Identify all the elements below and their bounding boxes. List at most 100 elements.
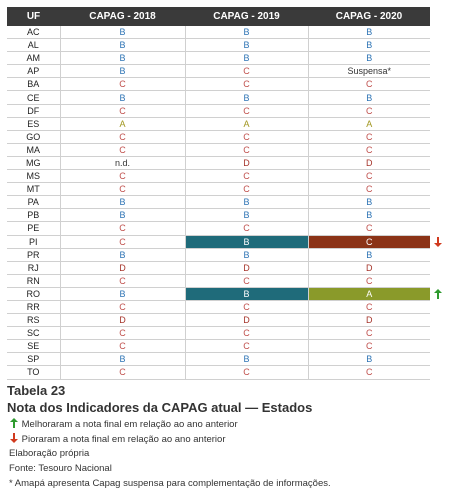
uf-cell: GO — [7, 130, 60, 144]
grade-cell: B — [184, 26, 308, 40]
grade-cell: B — [307, 195, 430, 210]
grade-cell: B — [307, 248, 430, 262]
grade-cell: C — [59, 182, 185, 197]
grade-cell: C — [307, 274, 430, 288]
row: AC B B B — [7, 26, 430, 40]
grade-cell: D — [184, 261, 308, 275]
grade-cell: D — [307, 261, 430, 275]
grade-cell: n.d. — [59, 156, 185, 171]
header-cell: CAPAG - 2018 — [60, 7, 185, 26]
row: PR B B B — [7, 248, 430, 262]
grade-cell: C — [184, 104, 308, 118]
grade-cell: B — [59, 248, 185, 262]
grade-cell: A — [59, 117, 185, 131]
grade-cell: C — [59, 274, 185, 288]
uf-cell: ES — [7, 117, 60, 131]
uf-cell: PB — [7, 208, 60, 223]
legend-text: Melhoraram a nota final em relação ao an… — [21, 419, 238, 430]
grade-cell: C — [59, 300, 185, 315]
header-cell: CAPAG - 2019 — [185, 7, 308, 26]
uf-cell: MS — [7, 169, 60, 184]
grade-cell: C — [307, 221, 430, 236]
grade-cell: C — [307, 77, 430, 92]
row: TO C C C — [7, 365, 430, 380]
grade-cell: C — [307, 169, 430, 184]
grade-cell: C — [184, 300, 308, 315]
grade-cell: C — [184, 77, 308, 92]
row: GO C C C — [7, 130, 430, 144]
grade-cell: C — [307, 143, 430, 157]
row: SP B B B — [7, 352, 430, 367]
grade-cell: A — [184, 117, 308, 131]
uf-cell: RJ — [7, 261, 60, 275]
down-arrow — [10, 433, 18, 443]
grade-cell: B — [184, 51, 308, 66]
grade-cell: C — [184, 274, 308, 288]
grade-cell: C — [184, 365, 308, 380]
uf-cell: AC — [7, 26, 60, 40]
grade-cell: B — [59, 51, 185, 66]
grade-cell: B — [307, 51, 430, 66]
row: SE C C C — [7, 339, 430, 354]
grade-cell: B — [307, 26, 430, 40]
row: DF C C C — [7, 104, 430, 118]
note: * Amapá apresenta Capag suspensa para co… — [9, 478, 331, 489]
row: RO B B A — [7, 287, 430, 301]
uf-cell: RN — [7, 274, 60, 288]
grade-cell: C — [59, 339, 185, 354]
uf-cell: AL — [7, 38, 60, 53]
grade-cell: C — [59, 326, 185, 341]
grade-cell: C — [184, 326, 308, 341]
grade-cell: B — [184, 38, 308, 53]
grade-cell: D — [307, 313, 430, 328]
legend-down: Pioraram a nota final em relação ao ano … — [9, 433, 225, 445]
row: PE C C C — [7, 221, 430, 236]
row: PB B B B — [7, 208, 430, 223]
uf-cell: BA — [7, 77, 60, 92]
grade-cell: C — [184, 64, 308, 79]
uf-cell: RO — [7, 287, 60, 301]
grade-cell: C — [184, 143, 308, 157]
uf-cell: PA — [7, 195, 60, 210]
grade-cell: B — [59, 195, 185, 210]
grade-cell: B — [184, 195, 308, 210]
grade-cell: C — [307, 326, 430, 341]
down-arrow — [433, 235, 443, 247]
uf-cell: TO — [7, 365, 60, 380]
grade-cell: D — [184, 313, 308, 328]
grade-cell: C — [307, 104, 430, 118]
grade-cell: C — [59, 104, 185, 118]
grade-cell: C — [59, 221, 185, 236]
grade-cell: D — [59, 313, 185, 328]
grade-cell: B — [59, 352, 185, 367]
grade-cell: B — [59, 38, 185, 53]
row: SC C C C — [7, 326, 430, 341]
grade-cell: C — [307, 339, 430, 354]
up-arrow — [10, 418, 18, 428]
grade-cell: D — [184, 156, 308, 171]
legend-text: Pioraram a nota final em relação ao ano … — [21, 434, 226, 445]
grade-cell: B — [59, 90, 185, 105]
row: MG n.d. D D — [7, 156, 430, 171]
uf-cell: RS — [7, 313, 60, 328]
row: MS C C C — [7, 169, 430, 184]
grade-cell: C — [59, 365, 185, 380]
row: MT C C C — [7, 182, 430, 197]
uf-cell: RR — [7, 300, 60, 315]
caption-title: Nota dos Indicadores da CAPAG atual — Es… — [7, 400, 313, 415]
grade-cell: C — [307, 235, 430, 249]
grade-cell: C — [184, 339, 308, 354]
uf-cell: AM — [7, 51, 60, 66]
header-cell: CAPAG - 2020 — [308, 7, 430, 26]
grade-cell: C — [307, 182, 430, 197]
grade-cell: A — [307, 117, 430, 131]
uf-cell: SC — [7, 326, 60, 341]
grade-cell: C — [184, 130, 308, 144]
grade-cell: B — [59, 287, 185, 301]
row: RJ D D D — [7, 261, 430, 275]
grade-cell: B — [307, 38, 430, 53]
header-row: UF CAPAG - 2018 CAPAG - 2019 CAPAG - 2020 — [7, 7, 430, 26]
capag-table: UF CAPAG - 2018 CAPAG - 2019 CAPAG - 2020 A… — [7, 7, 430, 380]
row: ES A A A — [7, 117, 430, 131]
